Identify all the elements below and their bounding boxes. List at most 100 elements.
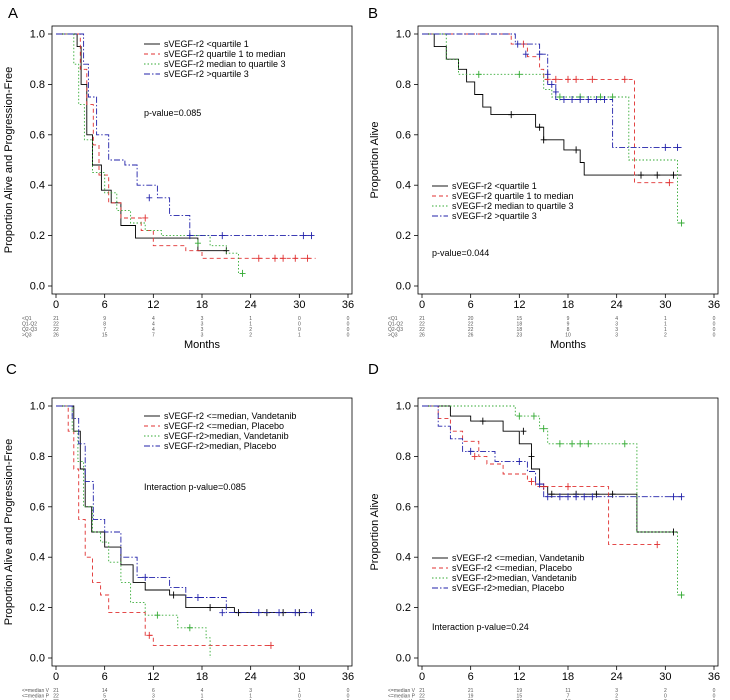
p-value-annotation: Interaction p-value=0.24 [432,622,529,632]
censor-mark [556,440,563,448]
censor-mark [621,440,628,448]
risk-row-label: Q2-Q3 [22,327,37,333]
censor-mark [581,493,588,501]
risk-count: 22 [53,327,59,333]
panel-letter: A [8,5,18,22]
censor-mark [522,50,529,58]
censor-mark [670,171,677,179]
risk-count: 0 [664,694,667,700]
censor-mark [467,447,474,455]
censor-mark [255,254,262,262]
censor-mark [670,493,677,501]
censor-mark [267,641,274,649]
y-tick-label: 1.0 [396,401,411,413]
risk-row-label: Q1-Q2 [22,322,37,328]
panel-letter: B [368,5,378,22]
censor-mark [146,631,153,639]
risk-count: 7 [567,694,570,700]
risk-count: 1 [298,688,301,694]
risk-count: 0 [298,694,301,700]
panel-d: D0.00.20.40.60.81.00 6 12 18 24 30 36Proportio… [368,361,720,700]
risk-count: 21 [419,688,425,694]
x-axis-title: Months [550,339,587,351]
y-tick-label: 1.0 [30,29,45,41]
risk-count: 22 [53,322,59,328]
risk-count: 7 [152,333,155,339]
risk-row-label: <=median V [22,688,50,694]
p-value-annotation: p-value=0.044 [432,248,489,258]
x-tick-label: 12 [513,299,525,311]
x-tick-label: 12 [147,671,159,683]
censor-mark [194,594,201,602]
censor-mark [565,483,571,491]
censor-mark [536,50,543,58]
panel-letter: D [368,361,379,378]
legend-entry: sVEGF-r2 <=median, Placebo [164,421,284,431]
censor-mark [272,254,278,262]
risk-count: 0 [298,327,301,333]
y-tick-label: 0.0 [30,653,45,665]
censor-mark [300,232,307,240]
y-tick-label: 0.4 [396,552,411,564]
risk-row-label: <=median P [22,694,50,700]
censor-mark [666,179,673,187]
x-tick-label: 0 [53,671,59,683]
risk-count: 2 [615,694,618,700]
y-tick-label: 0.6 [396,501,411,513]
risk-count: 3 [201,327,204,333]
risk-count: 3 [615,322,618,328]
legend-entry: sVEGF-r2 >quartile 3 [164,69,249,79]
risk-count: 3 [615,333,618,339]
censor-mark [471,452,478,460]
risk-count: 21 [468,688,474,694]
panel-b: B0.00.20.40.60.81.00 6 12 18 24 30 36Proportio… [368,5,720,351]
legend-entry: sVEGF-r2 quartile 1 to median [452,191,574,201]
legend-entry: sVEGF-r2 <=median, Vandetanib [164,411,296,421]
risk-count: 2 [664,688,667,694]
censor-mark [540,136,547,144]
censor-mark [589,493,596,501]
risk-count: 22 [468,327,474,333]
y-tick-label: 0.0 [30,281,45,293]
censor-mark [569,96,576,104]
x-tick-label: 36 [708,671,720,683]
x-tick-label: 24 [611,299,623,311]
censor-mark [479,417,486,425]
censor-mark [556,93,563,101]
risk-count: 15 [517,694,523,700]
series-line-4 [56,405,312,614]
risk-count: 21 [419,316,425,322]
risk-count: 4 [201,688,204,694]
risk-count: 9 [103,316,106,322]
series-line-3 [422,33,682,224]
risk-count: 0 [713,694,716,700]
risk-row-label: <=median V [388,688,416,694]
y-tick-label: 0.8 [396,451,411,463]
censor-mark [674,143,681,151]
censor-mark [516,412,523,420]
censor-mark [475,70,482,78]
x-tick-label: 36 [342,299,354,311]
censor-mark [678,493,685,501]
panel-c: C0.00.20.40.60.81.00 6 12 18 24 30 36Proportio… [3,361,354,700]
legend-entry: sVEGF-r2 <=median, Vandetanib [452,553,584,563]
censor-mark [577,96,584,104]
x-tick-label: 30 [659,299,671,311]
y-tick-label: 0.6 [30,501,45,513]
x-tick-label: 6 [468,671,474,683]
risk-row-label: >Q3 [388,333,398,339]
risk-count: 18 [517,322,523,328]
risk-count: 0 [298,316,301,322]
risk-count: 23 [517,333,523,339]
risk-row-label: <=median P [388,694,416,700]
risk-count: 3 [201,333,204,339]
x-tick-label: 30 [293,671,305,683]
y-tick-label: 0.6 [30,129,45,141]
risk-count: 4 [152,316,155,322]
risk-count: 0 [347,322,350,328]
p-value-annotation: Interaction p-value=0.085 [144,482,246,492]
censor-mark [142,573,149,581]
risk-count: 8 [103,322,106,328]
censor-mark [536,123,543,131]
